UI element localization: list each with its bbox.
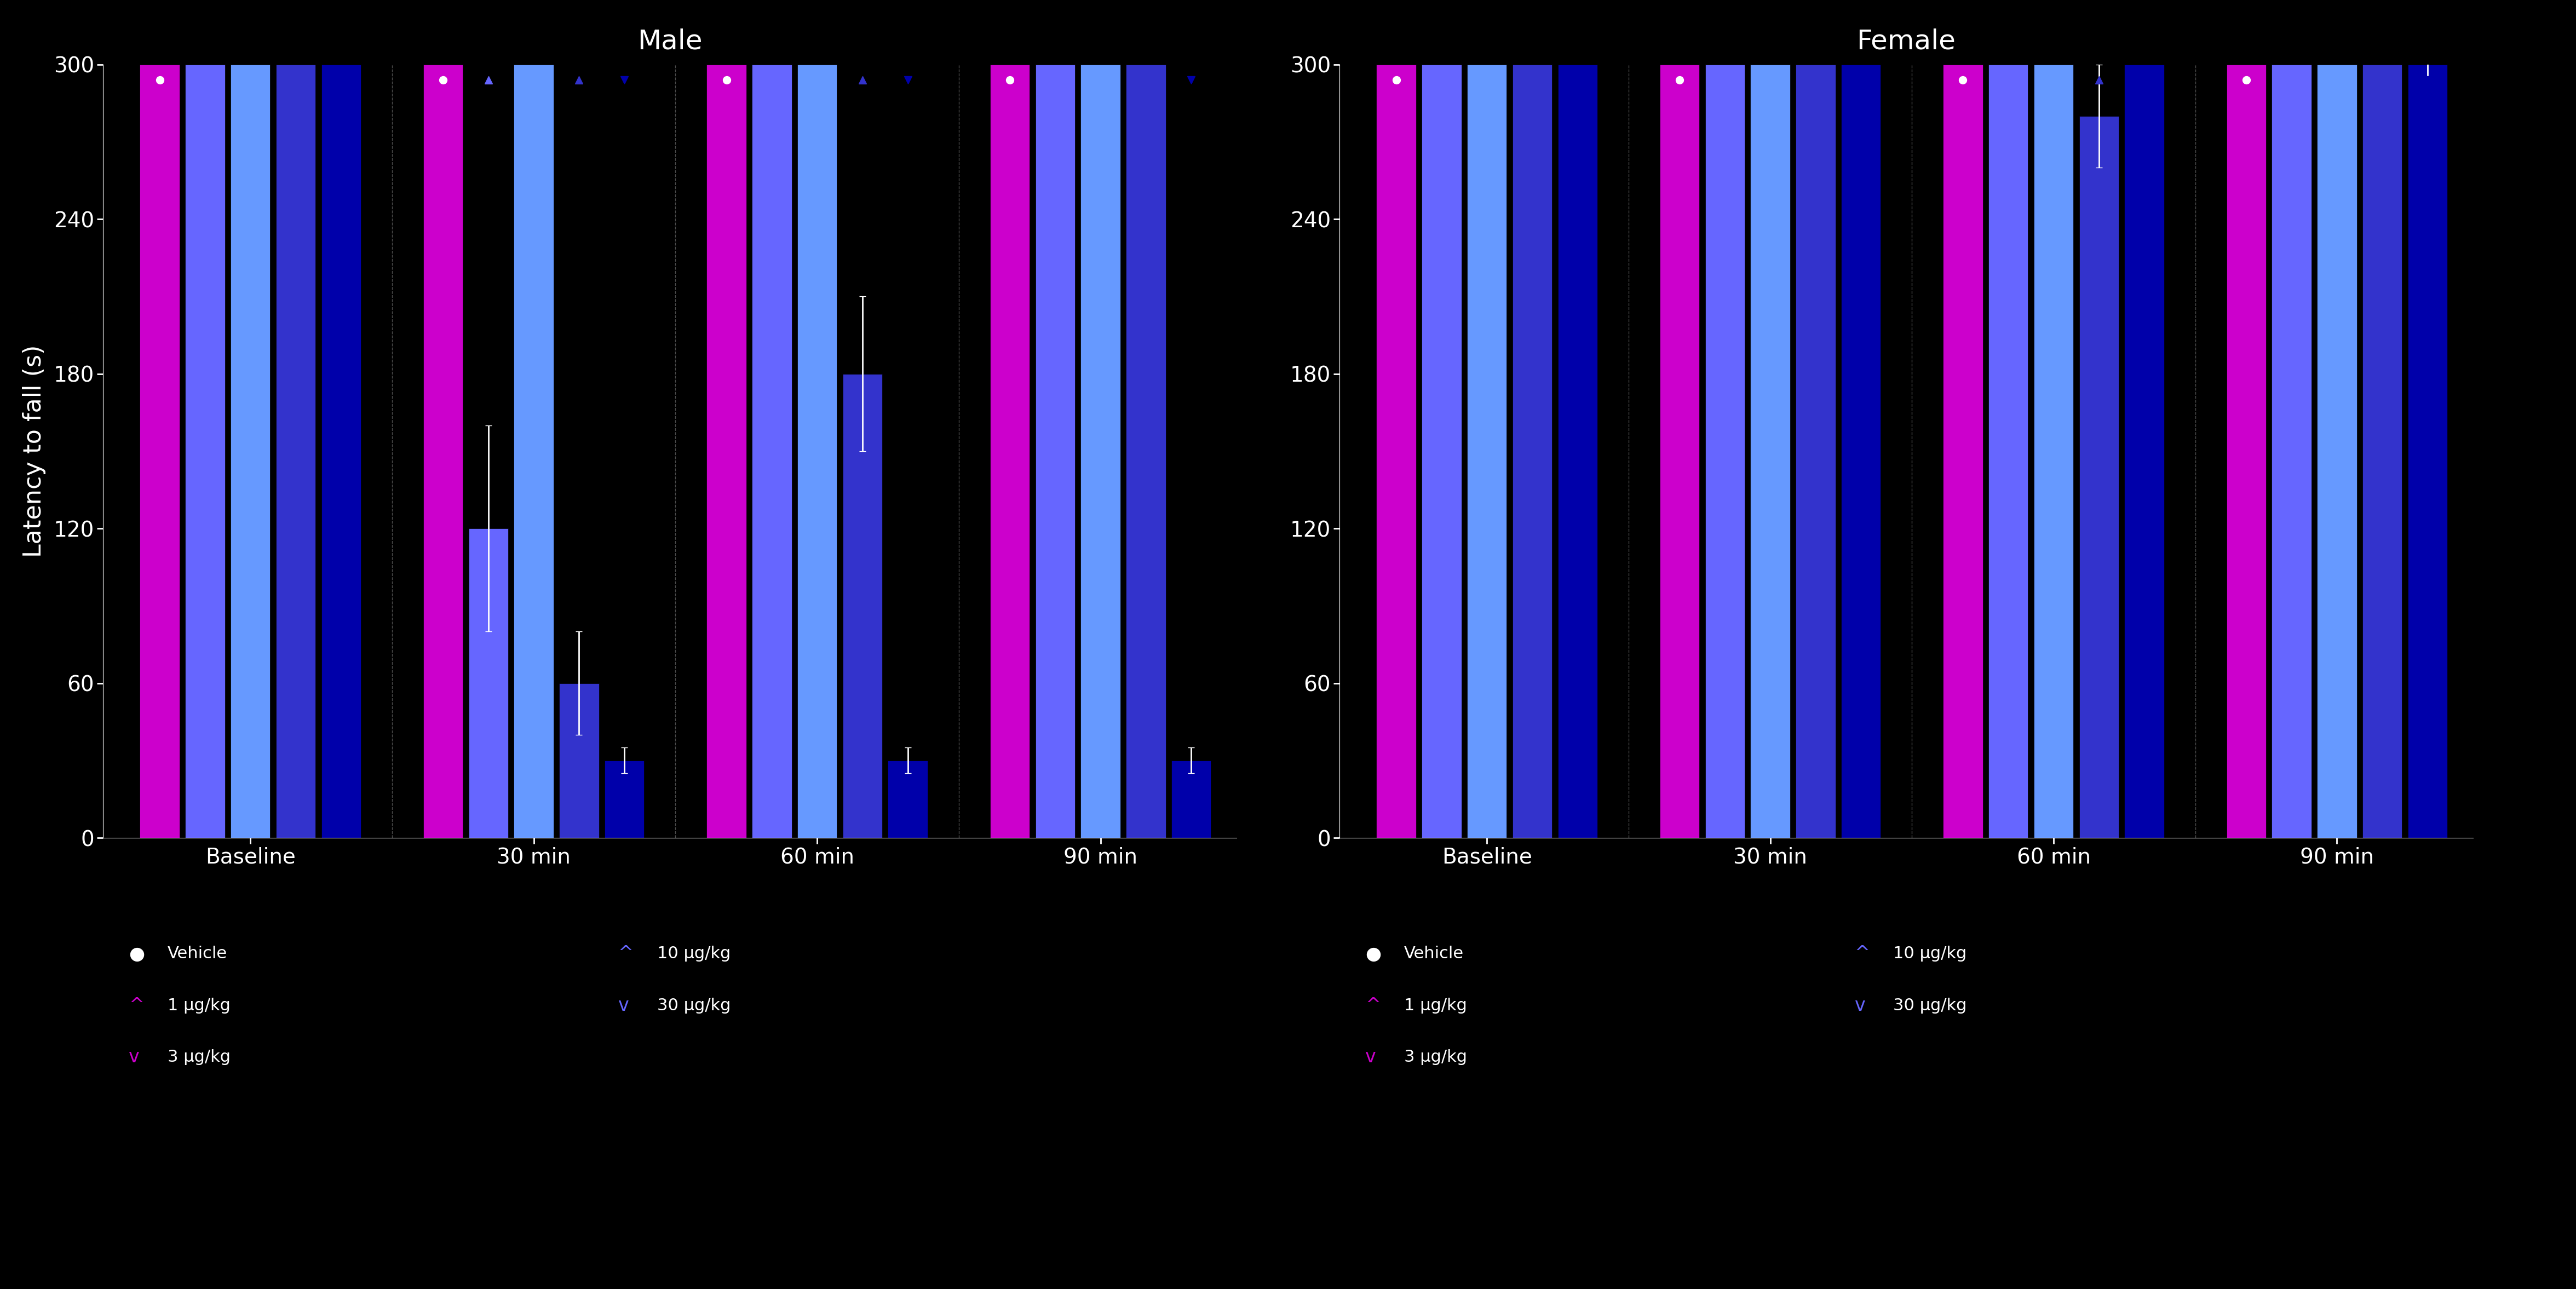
Text: v: v <box>1855 996 1865 1014</box>
Bar <box>1705 64 1744 838</box>
Bar <box>605 761 644 838</box>
Bar <box>422 64 464 838</box>
Text: 30 μg/kg: 30 μg/kg <box>657 998 732 1013</box>
Bar <box>1082 64 1121 838</box>
Bar <box>139 64 180 838</box>
Text: ^: ^ <box>129 996 144 1014</box>
Bar <box>2272 64 2311 838</box>
Bar <box>706 64 747 838</box>
Bar <box>2226 64 2267 838</box>
Bar <box>1126 64 1164 838</box>
Bar <box>276 64 314 838</box>
Bar <box>889 761 927 838</box>
Bar <box>1942 64 1984 838</box>
Text: ^: ^ <box>618 945 634 963</box>
Bar <box>1842 64 1880 838</box>
Text: ^: ^ <box>1365 996 1381 1014</box>
Bar <box>2362 64 2401 838</box>
Bar <box>185 64 224 838</box>
Bar <box>842 374 881 838</box>
Bar <box>1558 64 1597 838</box>
Text: 3 μg/kg: 3 μg/kg <box>1404 1049 1466 1065</box>
Text: Vehicle: Vehicle <box>167 946 227 962</box>
Bar <box>989 64 1030 838</box>
Bar <box>1989 64 2027 838</box>
Bar <box>2318 64 2357 838</box>
Text: 10 μg/kg: 10 μg/kg <box>657 946 732 962</box>
Bar <box>1752 64 1790 838</box>
Title: Female: Female <box>1857 28 1955 54</box>
Bar <box>1036 64 1074 838</box>
Text: Vehicle: Vehicle <box>1404 946 1463 962</box>
Bar <box>2079 116 2117 838</box>
Bar <box>1512 64 1551 838</box>
Bar <box>752 64 791 838</box>
Text: 30 μg/kg: 30 μg/kg <box>1893 998 1968 1013</box>
Text: 1 μg/kg: 1 μg/kg <box>1404 998 1466 1013</box>
Text: ●: ● <box>129 945 144 963</box>
Title: Male: Male <box>636 28 703 54</box>
Text: ^: ^ <box>1855 945 1870 963</box>
Text: v: v <box>618 996 629 1014</box>
Text: 1 μg/kg: 1 μg/kg <box>167 998 229 1013</box>
Y-axis label: Latency to fall (s): Latency to fall (s) <box>23 345 46 557</box>
Bar <box>232 64 270 838</box>
Bar <box>1376 64 1417 838</box>
Text: v: v <box>1365 1048 1376 1066</box>
Bar <box>1659 64 1700 838</box>
Bar <box>1795 64 1834 838</box>
Bar <box>2409 64 2447 838</box>
Bar <box>799 64 837 838</box>
Text: 3 μg/kg: 3 μg/kg <box>167 1049 229 1065</box>
Bar <box>1172 761 1211 838</box>
Text: 10 μg/kg: 10 μg/kg <box>1893 946 1968 962</box>
Bar <box>1422 64 1461 838</box>
Bar <box>1468 64 1507 838</box>
Bar <box>469 528 507 838</box>
Bar <box>322 64 361 838</box>
Bar <box>2125 64 2164 838</box>
Text: v: v <box>129 1048 139 1066</box>
Text: ●: ● <box>1365 945 1381 963</box>
Bar <box>559 683 598 838</box>
Bar <box>515 64 554 838</box>
Bar <box>2035 64 2074 838</box>
